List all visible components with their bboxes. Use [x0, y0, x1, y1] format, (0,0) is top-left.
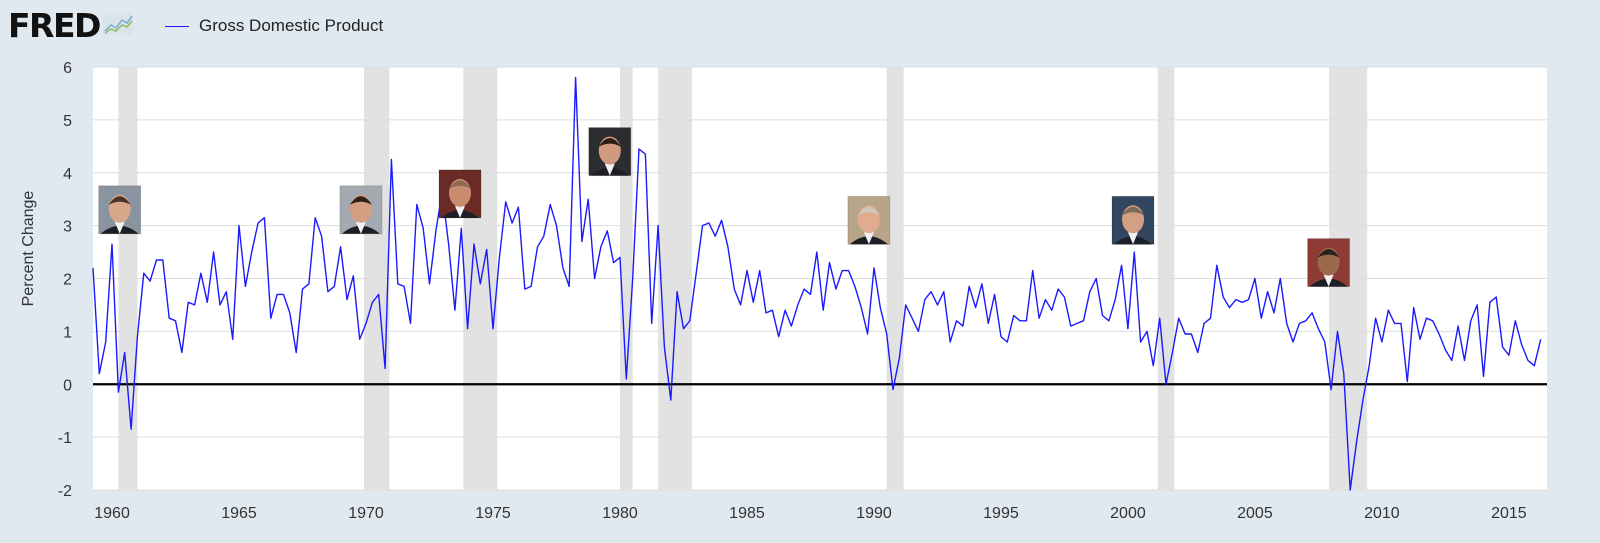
legend-line-swatch [165, 25, 189, 27]
gdp-data-points [92, 77, 1541, 491]
president-portrait-icon [847, 195, 891, 245]
fred-chart-icon [102, 13, 133, 40]
y-tick-label: 2 [63, 272, 72, 289]
x-tick-label: 1970 [348, 505, 384, 522]
y-tick-label: -1 [58, 430, 72, 447]
x-tick-label: 1990 [856, 505, 892, 522]
y-tick-label: 1 [63, 324, 72, 341]
fred-logo-text: FRED [8, 6, 101, 45]
y-tick-label: 3 [63, 219, 72, 236]
x-tick-label: 1985 [729, 505, 765, 522]
president-portrait-icon [1111, 195, 1155, 245]
x-axis-ticks: 1960 1965 1970 1975 1980 1985 1990 1995 2000 2005… [94, 505, 1527, 522]
x-tick-label: 1960 [94, 505, 130, 522]
legend-label: Gross Domestic Product [199, 16, 384, 35]
y-axis-ticks: 6 5 4 3 2 1 0 -1 -2 [58, 60, 72, 500]
x-tick-label: 2005 [1237, 505, 1273, 522]
chart-legend: Gross Domestic Product [165, 16, 383, 36]
x-tick-label: 1980 [602, 505, 638, 522]
president-portrait-icon [98, 185, 142, 235]
fred-logo[interactable]: FRED [8, 8, 133, 44]
x-tick-label: 2000 [1110, 505, 1146, 522]
y-tick-label: 5 [63, 113, 72, 130]
president-portrait-icon [339, 185, 383, 235]
y-tick-label: 6 [63, 60, 72, 77]
x-tick-label: 2015 [1491, 505, 1527, 522]
president-portrait-icon [1307, 238, 1351, 288]
president-portrait-icon [438, 169, 482, 219]
y-axis-title: Percent Change [20, 191, 37, 307]
y-tick-label: -2 [58, 483, 72, 500]
x-tick-label: 2010 [1364, 505, 1400, 522]
president-portrait-icon [588, 127, 632, 177]
y-tick-label: 0 [63, 377, 72, 394]
president-portraits [98, 127, 1351, 288]
x-tick-label: 1995 [983, 505, 1019, 522]
x-tick-label: 1965 [221, 505, 257, 522]
y-tick-label: 4 [63, 166, 72, 183]
x-tick-label: 1975 [475, 505, 511, 522]
